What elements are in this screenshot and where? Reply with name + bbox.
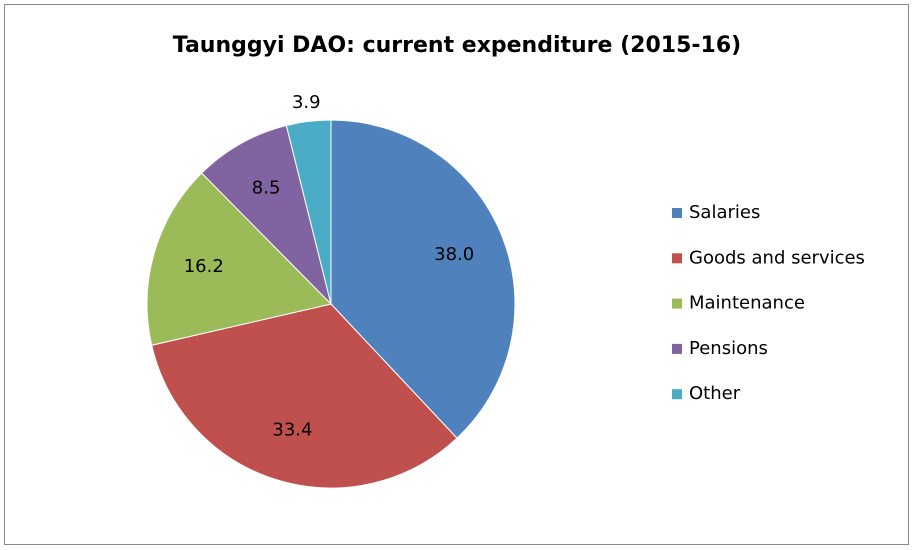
legend-label: Salaries (689, 202, 760, 223)
legend-label: Maintenance (689, 293, 805, 314)
data-label: 3.9 (292, 92, 321, 113)
pie-slice (151, 303, 458, 489)
pie-slice (285, 119, 332, 305)
chart-title: Taunggyi DAO: current expenditure (2015-… (173, 33, 741, 58)
pie-slice (330, 119, 516, 439)
legend-label: Goods and services (689, 247, 865, 268)
pie-slice (146, 172, 332, 346)
legend-swatch (672, 389, 682, 400)
data-label: 33.4 (272, 420, 312, 441)
legend-swatch (672, 298, 682, 309)
data-label: 16.2 (184, 256, 224, 277)
data-label: 8.5 (252, 178, 281, 199)
legend-label: Pensions (689, 338, 768, 359)
pie-slice (201, 124, 332, 306)
data-label: 38.0 (434, 244, 474, 265)
legend-swatch (672, 253, 682, 264)
legend-swatch (672, 208, 682, 218)
legend-label: Other (689, 383, 741, 404)
legend-swatch (672, 343, 682, 354)
